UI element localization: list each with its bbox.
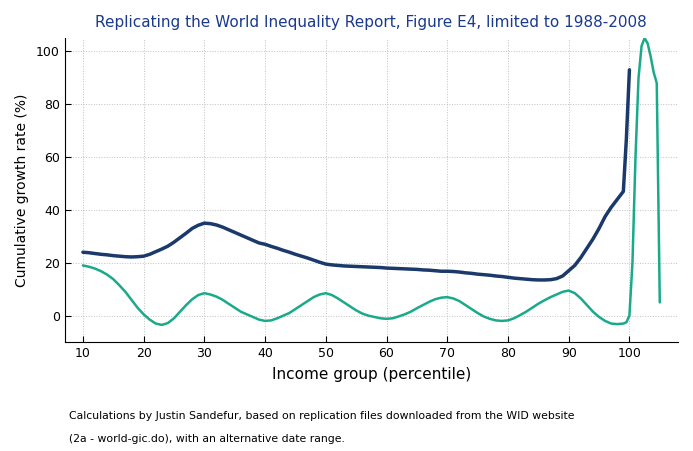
- Text: Calculations by Justin Sandefur, based on replication files downloaded from the : Calculations by Justin Sandefur, based o…: [69, 411, 574, 421]
- Text: (2a - world-gic.do), with an alternative date range.: (2a - world-gic.do), with an alternative…: [69, 434, 345, 444]
- Y-axis label: Cumulative growth rate (%): Cumulative growth rate (%): [15, 93, 29, 287]
- X-axis label: Income group (percentile): Income group (percentile): [272, 367, 471, 382]
- Title: Replicating the World Inequality Report, Figure E4, limited to 1988-2008: Replicating the World Inequality Report,…: [96, 15, 647, 30]
